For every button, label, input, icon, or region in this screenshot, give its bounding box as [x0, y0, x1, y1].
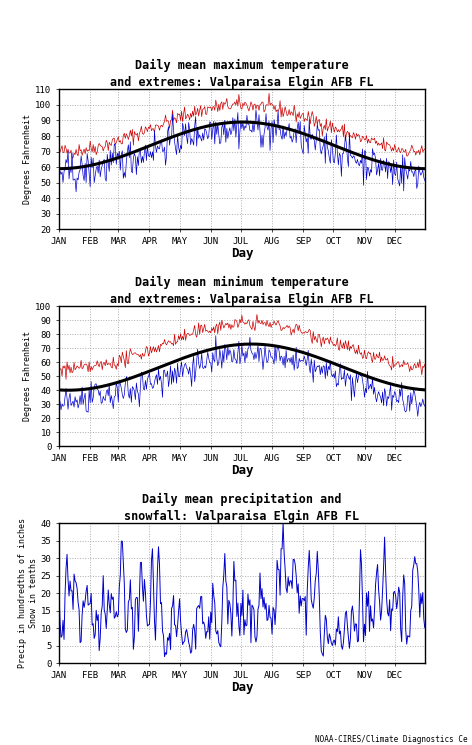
Y-axis label: Degrees Fahrenheit: Degrees Fahrenheit [24, 114, 33, 204]
Title: Daily mean minimum temperature
and extremes: Valparaisa Elgin AFB FL: Daily mean minimum temperature and extre… [110, 276, 374, 306]
Title: Daily mean maximum temperature
and extremes: Valparaisa Elgin AFB FL: Daily mean maximum temperature and extre… [110, 59, 374, 89]
Text: NOAA-CIRES/Climate Diagnostics Ce: NOAA-CIRES/Climate Diagnostics Ce [315, 735, 467, 744]
Y-axis label: Degrees Fahrenheit: Degrees Fahrenheit [24, 332, 33, 421]
X-axis label: Day: Day [231, 247, 253, 260]
Title: Daily mean precipitation and
snowfall: Valparaisa Elgin AFB FL: Daily mean precipitation and snowfall: V… [124, 493, 360, 523]
X-axis label: Day: Day [231, 681, 253, 694]
X-axis label: Day: Day [231, 464, 253, 478]
Y-axis label: Precip in hundredths of inches
Snow in tenths: Precip in hundredths of inches Snow in t… [18, 518, 38, 668]
